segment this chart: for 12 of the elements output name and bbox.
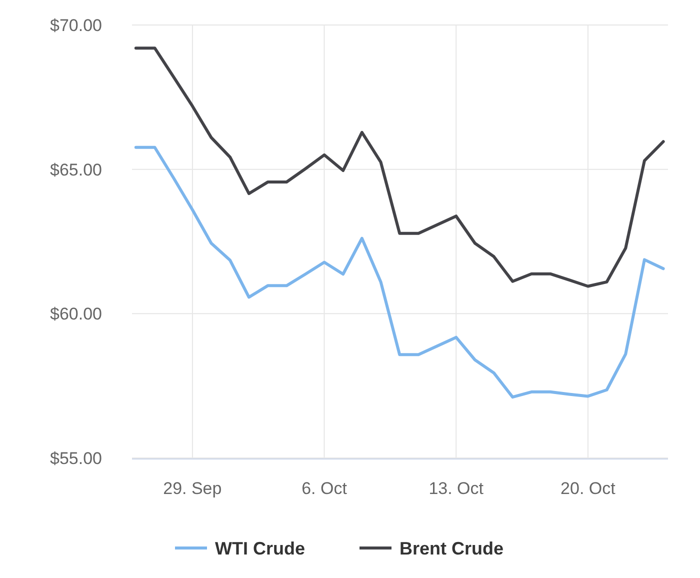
- x-tick-label: 6. Oct: [302, 479, 348, 498]
- y-tick-label: $70.00: [50, 16, 102, 35]
- y-tick-label: $55.00: [50, 448, 102, 468]
- y-tick-label: $60.00: [50, 304, 102, 324]
- legend-label: Brent Crude: [400, 538, 504, 558]
- line-series: [134, 46, 665, 288]
- line-series: [134, 146, 665, 399]
- x-tick-label: 29. Sep: [163, 479, 222, 498]
- x-tick-label: 13. Oct: [428, 479, 484, 498]
- x-tick-label: 20. Oct: [560, 479, 616, 498]
- y-tick-label: $65.00: [50, 160, 102, 180]
- legend-label: WTI Crude: [215, 538, 305, 558]
